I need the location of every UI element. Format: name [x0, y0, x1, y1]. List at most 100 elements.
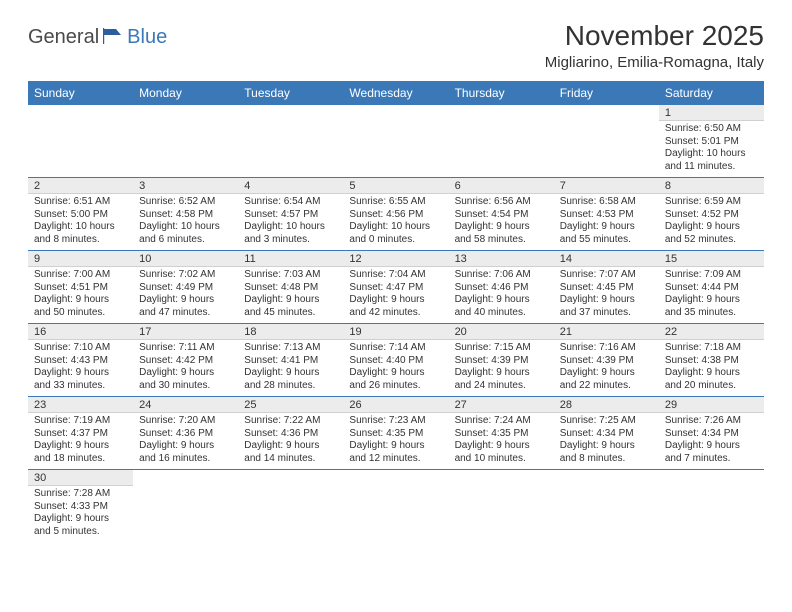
- day-details: Sunrise: 7:20 AMSunset: 4:36 PMDaylight:…: [133, 413, 238, 469]
- day-number: 19: [343, 324, 448, 340]
- day-details: Sunrise: 6:50 AMSunset: 5:01 PMDaylight:…: [659, 121, 764, 177]
- calendar-cell: 14Sunrise: 7:07 AMSunset: 4:45 PMDayligh…: [554, 251, 659, 324]
- day-number: 27: [449, 397, 554, 413]
- weekday-header: Friday: [554, 81, 659, 105]
- day-details: Sunrise: 7:11 AMSunset: 4:42 PMDaylight:…: [133, 340, 238, 396]
- day-details: Sunrise: 7:09 AMSunset: 4:44 PMDaylight:…: [659, 267, 764, 323]
- day-number: 5: [343, 178, 448, 194]
- calendar-cell: 6Sunrise: 6:56 AMSunset: 4:54 PMDaylight…: [449, 178, 554, 251]
- day-details: Sunrise: 6:55 AMSunset: 4:56 PMDaylight:…: [343, 194, 448, 250]
- day-details: Sunrise: 7:10 AMSunset: 4:43 PMDaylight:…: [28, 340, 133, 396]
- calendar-cell: [133, 105, 238, 177]
- day-number: 30: [28, 470, 133, 486]
- calendar-cell: 18Sunrise: 7:13 AMSunset: 4:41 PMDayligh…: [238, 324, 343, 397]
- day-number: 1: [659, 105, 764, 121]
- calendar-cell: 24Sunrise: 7:20 AMSunset: 4:36 PMDayligh…: [133, 397, 238, 470]
- day-number: 14: [554, 251, 659, 267]
- calendar-cell: 9Sunrise: 7:00 AMSunset: 4:51 PMDaylight…: [28, 251, 133, 324]
- weekday-header: Thursday: [449, 81, 554, 105]
- day-number: 22: [659, 324, 764, 340]
- day-number: 18: [238, 324, 343, 340]
- calendar-cell: 30Sunrise: 7:28 AMSunset: 4:33 PMDayligh…: [28, 470, 133, 543]
- day-number: 24: [133, 397, 238, 413]
- day-number: 20: [449, 324, 554, 340]
- weekday-header: Saturday: [659, 81, 764, 105]
- day-details: Sunrise: 6:52 AMSunset: 4:58 PMDaylight:…: [133, 194, 238, 250]
- calendar-cell: 22Sunrise: 7:18 AMSunset: 4:38 PMDayligh…: [659, 324, 764, 397]
- day-number: 29: [659, 397, 764, 413]
- day-details: Sunrise: 6:56 AMSunset: 4:54 PMDaylight:…: [449, 194, 554, 250]
- calendar-cell: 13Sunrise: 7:06 AMSunset: 4:46 PMDayligh…: [449, 251, 554, 324]
- day-details: Sunrise: 6:58 AMSunset: 4:53 PMDaylight:…: [554, 194, 659, 250]
- day-number: 6: [449, 178, 554, 194]
- calendar-cell: 27Sunrise: 7:24 AMSunset: 4:35 PMDayligh…: [449, 397, 554, 470]
- calendar-cell: 23Sunrise: 7:19 AMSunset: 4:37 PMDayligh…: [28, 397, 133, 470]
- logo: General Blue: [28, 20, 167, 49]
- day-details: Sunrise: 7:28 AMSunset: 4:33 PMDaylight:…: [28, 486, 133, 542]
- day-number: 28: [554, 397, 659, 413]
- flag-icon: [103, 26, 123, 49]
- day-number: 8: [659, 178, 764, 194]
- calendar-cell: [554, 105, 659, 177]
- calendar-cell: [659, 470, 764, 543]
- calendar-week-row: 9Sunrise: 7:00 AMSunset: 4:51 PMDaylight…: [28, 251, 764, 324]
- logo-text-blue: Blue: [127, 26, 167, 49]
- calendar-cell: [343, 105, 448, 177]
- calendar-week-row: 30Sunrise: 7:28 AMSunset: 4:33 PMDayligh…: [28, 470, 764, 543]
- calendar-cell: [133, 470, 238, 543]
- calendar-week-row: 2Sunrise: 6:51 AMSunset: 5:00 PMDaylight…: [28, 178, 764, 251]
- calendar-cell: 26Sunrise: 7:23 AMSunset: 4:35 PMDayligh…: [343, 397, 448, 470]
- calendar-table: SundayMondayTuesdayWednesdayThursdayFrid…: [28, 81, 764, 542]
- day-number: 4: [238, 178, 343, 194]
- day-details: Sunrise: 7:26 AMSunset: 4:34 PMDaylight:…: [659, 413, 764, 469]
- calendar-cell: 21Sunrise: 7:16 AMSunset: 4:39 PMDayligh…: [554, 324, 659, 397]
- day-number: 17: [133, 324, 238, 340]
- calendar-cell: 20Sunrise: 7:15 AMSunset: 4:39 PMDayligh…: [449, 324, 554, 397]
- calendar-cell: [238, 105, 343, 177]
- calendar-cell: 10Sunrise: 7:02 AMSunset: 4:49 PMDayligh…: [133, 251, 238, 324]
- day-number: 25: [238, 397, 343, 413]
- calendar-cell: 4Sunrise: 6:54 AMSunset: 4:57 PMDaylight…: [238, 178, 343, 251]
- day-details: Sunrise: 7:13 AMSunset: 4:41 PMDaylight:…: [238, 340, 343, 396]
- day-details: Sunrise: 7:25 AMSunset: 4:34 PMDaylight:…: [554, 413, 659, 469]
- location-subtitle: Migliarino, Emilia-Romagna, Italy: [545, 54, 764, 71]
- day-details: Sunrise: 7:00 AMSunset: 4:51 PMDaylight:…: [28, 267, 133, 323]
- day-details: Sunrise: 7:24 AMSunset: 4:35 PMDaylight:…: [449, 413, 554, 469]
- logo-text-general: General: [28, 26, 99, 49]
- day-details: Sunrise: 7:18 AMSunset: 4:38 PMDaylight:…: [659, 340, 764, 396]
- day-details: Sunrise: 7:22 AMSunset: 4:36 PMDaylight:…: [238, 413, 343, 469]
- calendar-cell: [554, 470, 659, 543]
- calendar-cell: 8Sunrise: 6:59 AMSunset: 4:52 PMDaylight…: [659, 178, 764, 251]
- calendar-cell: [238, 470, 343, 543]
- day-details: Sunrise: 7:16 AMSunset: 4:39 PMDaylight:…: [554, 340, 659, 396]
- calendar-cell: 28Sunrise: 7:25 AMSunset: 4:34 PMDayligh…: [554, 397, 659, 470]
- calendar-cell: 12Sunrise: 7:04 AMSunset: 4:47 PMDayligh…: [343, 251, 448, 324]
- calendar-cell: [343, 470, 448, 543]
- day-number: 16: [28, 324, 133, 340]
- calendar-cell: 25Sunrise: 7:22 AMSunset: 4:36 PMDayligh…: [238, 397, 343, 470]
- calendar-cell: [28, 105, 133, 177]
- day-details: Sunrise: 7:19 AMSunset: 4:37 PMDaylight:…: [28, 413, 133, 469]
- day-number: 9: [28, 251, 133, 267]
- day-details: Sunrise: 7:15 AMSunset: 4:39 PMDaylight:…: [449, 340, 554, 396]
- weekday-header: Wednesday: [343, 81, 448, 105]
- weekday-header: Monday: [133, 81, 238, 105]
- day-details: Sunrise: 7:14 AMSunset: 4:40 PMDaylight:…: [343, 340, 448, 396]
- calendar-cell: 17Sunrise: 7:11 AMSunset: 4:42 PMDayligh…: [133, 324, 238, 397]
- weekday-header: Tuesday: [238, 81, 343, 105]
- calendar-cell: 5Sunrise: 6:55 AMSunset: 4:56 PMDaylight…: [343, 178, 448, 251]
- day-number: 2: [28, 178, 133, 194]
- day-number: 7: [554, 178, 659, 194]
- calendar-cell: 1Sunrise: 6:50 AMSunset: 5:01 PMDaylight…: [659, 105, 764, 177]
- day-number: 26: [343, 397, 448, 413]
- day-details: Sunrise: 7:06 AMSunset: 4:46 PMDaylight:…: [449, 267, 554, 323]
- day-number: 23: [28, 397, 133, 413]
- day-details: Sunrise: 7:02 AMSunset: 4:49 PMDaylight:…: [133, 267, 238, 323]
- weekday-header-row: SundayMondayTuesdayWednesdayThursdayFrid…: [28, 81, 764, 105]
- calendar-cell: [449, 105, 554, 177]
- day-number: 21: [554, 324, 659, 340]
- calendar-week-row: 1Sunrise: 6:50 AMSunset: 5:01 PMDaylight…: [28, 105, 764, 177]
- month-title: November 2025: [545, 20, 764, 52]
- calendar-cell: 2Sunrise: 6:51 AMSunset: 5:00 PMDaylight…: [28, 178, 133, 251]
- day-details: Sunrise: 7:23 AMSunset: 4:35 PMDaylight:…: [343, 413, 448, 469]
